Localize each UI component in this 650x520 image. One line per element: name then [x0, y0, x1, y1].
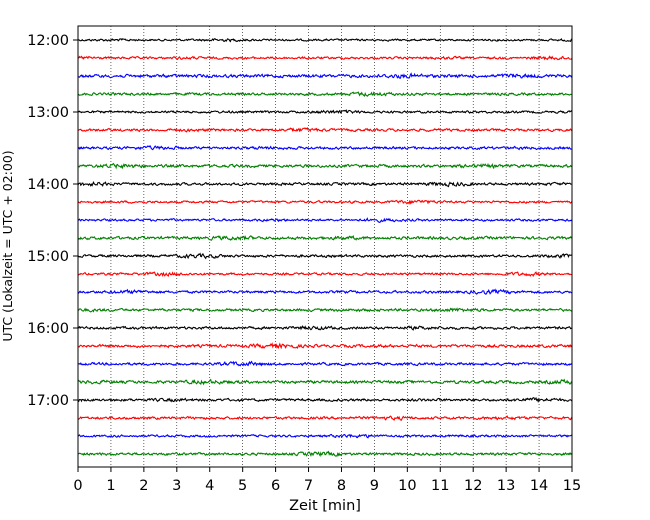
x-tick-label: 13 [497, 478, 515, 494]
trace-line [77, 288, 573, 295]
trace-line [77, 396, 573, 404]
trace-line [77, 271, 573, 278]
y-axis-label: UTC (Lokalzeit = UTC + 02:00) [0, 150, 15, 341]
x-tick-label: 7 [304, 478, 313, 494]
trace-line [77, 181, 573, 188]
x-tick-label: 10 [398, 478, 416, 494]
x-tick-label: 1 [106, 478, 115, 494]
trace-line [77, 378, 573, 386]
x-tick-label: 5 [238, 478, 247, 494]
y-axis-ticks: 12:00 13:00 14:00 15:00 16:00 17:00 [27, 33, 78, 409]
trace-line [77, 433, 573, 439]
trace-line [77, 144, 573, 151]
x-tick-label: 0 [73, 478, 82, 494]
trace-line [77, 199, 573, 205]
y-tick-label: 16:00 [27, 321, 69, 337]
x-axis-label: Zeit [min] [289, 498, 361, 514]
x-tick-label: 12 [464, 478, 482, 494]
y-tick-label: 12:00 [27, 33, 69, 49]
trace-line [77, 55, 573, 61]
x-tick-label: 3 [172, 478, 181, 494]
x-tick-label: 11 [431, 478, 449, 494]
y-tick-label: 14:00 [27, 177, 69, 193]
y-tick-label: 17:00 [27, 393, 69, 409]
trace-line [77, 342, 573, 350]
trace-line [77, 217, 573, 223]
x-tick-label: 15 [563, 478, 581, 494]
trace-line [77, 415, 573, 421]
x-tick-label: 2 [139, 478, 148, 494]
trace-line [77, 91, 573, 97]
trace-line [77, 38, 573, 43]
x-tick-label: 6 [271, 478, 280, 494]
trace-line [77, 234, 573, 241]
y-tick-label: 13:00 [27, 105, 69, 121]
plot-frame [77, 25, 573, 468]
trace-line [77, 325, 573, 331]
trace-line [77, 127, 573, 133]
trace-line [77, 360, 573, 367]
trace-group [77, 38, 573, 458]
trace-line [77, 252, 573, 260]
trace-line [77, 307, 573, 313]
x-tick-label: 4 [205, 478, 214, 494]
x-axis-ticks: 0 1 2 3 4 5 6 7 8 9 10 11 12 13 14 15 [73, 467, 581, 494]
x-tick-label: 8 [337, 478, 346, 494]
x-tick-label: 14 [530, 478, 548, 494]
trace-line [77, 162, 573, 170]
y-tick-label: 15:00 [27, 249, 69, 265]
x-tick-label: 9 [370, 478, 379, 494]
trace-line [77, 72, 573, 79]
trace-line [77, 109, 573, 115]
trace-line [77, 450, 573, 458]
